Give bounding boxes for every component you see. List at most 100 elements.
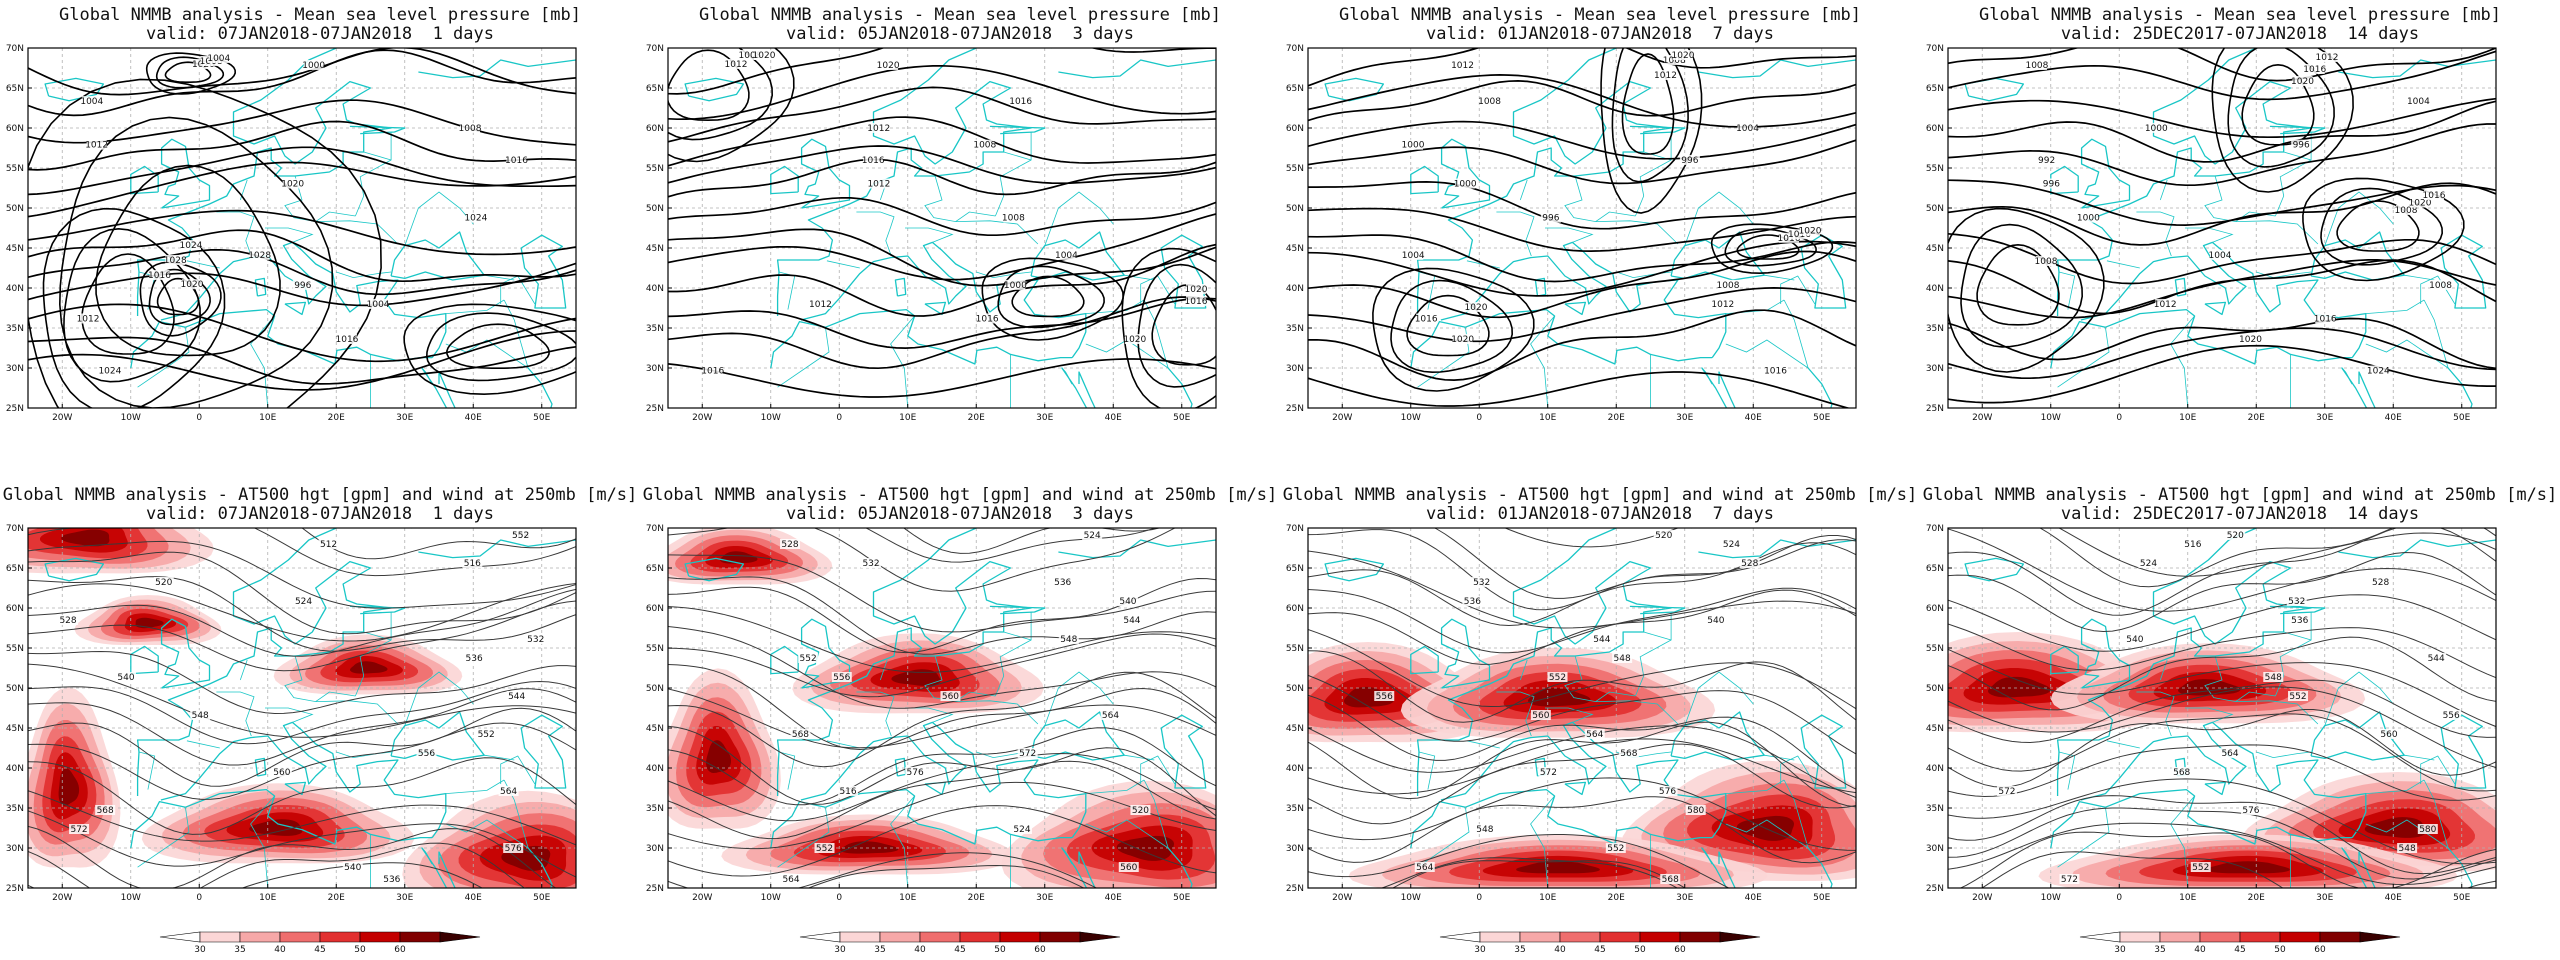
isoline-value: 1016 xyxy=(148,271,171,281)
longitude-tick-label: 20W xyxy=(692,413,712,423)
isobar xyxy=(28,48,576,96)
isoline-label-bg xyxy=(165,255,186,265)
isobar xyxy=(668,86,1216,143)
border xyxy=(2170,315,2195,408)
isoline-label-bg xyxy=(2036,256,2056,266)
isoline-value: 1004 xyxy=(80,97,103,107)
coastline xyxy=(2050,645,2079,675)
coastline xyxy=(2338,539,2496,559)
height-contour xyxy=(28,842,526,888)
height-contour xyxy=(1308,796,1856,864)
isoline-value: 532 xyxy=(862,559,879,569)
height-contour xyxy=(668,725,1216,817)
coastline xyxy=(1670,231,1765,281)
latitude-tick-label: 65N xyxy=(646,84,664,94)
isobar xyxy=(28,330,576,391)
isoline-label-bg xyxy=(503,843,524,853)
border xyxy=(2235,220,2319,245)
height-contour xyxy=(1981,851,2496,888)
isoline-label-bg xyxy=(977,313,998,324)
isobar xyxy=(28,209,576,256)
isoline-label-bg xyxy=(2138,558,2159,568)
height-contour xyxy=(301,528,576,560)
border xyxy=(1725,339,1809,369)
coastline xyxy=(776,48,1052,316)
isoline-label-bg xyxy=(2171,767,2192,777)
colorbar-tick-label: 35 xyxy=(2154,945,2165,955)
isoline-value: 540 xyxy=(1119,597,1136,607)
isobar xyxy=(668,116,1216,167)
border xyxy=(445,819,529,849)
latitude-tick-label: 65N xyxy=(646,564,664,574)
isoline-label-bg xyxy=(1737,122,1758,133)
colorbar-tick-label: 50 xyxy=(354,945,366,955)
border xyxy=(404,671,474,726)
height-contour xyxy=(28,588,576,657)
coastline xyxy=(349,605,406,615)
isobar xyxy=(1308,309,1856,381)
latitude-tick-label: 55N xyxy=(1286,644,1304,654)
isobar xyxy=(668,296,1216,370)
isoline-value: 1016 xyxy=(2303,65,2326,75)
map-layers: 1000 1004 1008 1012 1016 1020 1024 1028 996 1004 1… xyxy=(28,48,576,408)
border xyxy=(826,260,860,269)
border xyxy=(1595,220,1679,245)
longitude-tick-label: 40E xyxy=(2385,893,2402,903)
isobar xyxy=(668,297,1216,349)
coastline xyxy=(527,847,576,888)
latitude-tick-label: 55N xyxy=(1286,164,1304,174)
isoline-value: 572 xyxy=(70,825,87,835)
isoline-value: 1000 xyxy=(1454,179,1477,189)
height-contour xyxy=(865,528,1157,563)
colorbar-swatch xyxy=(359,931,401,943)
panel-valid-dates: valid: 05JAN2018-07JAN2018 3 days xyxy=(786,504,1134,524)
isolines xyxy=(28,528,576,888)
coastline xyxy=(527,367,576,408)
isoline-value: 1008 xyxy=(1717,281,1740,291)
isoline-label-bg xyxy=(303,60,324,70)
height-contour xyxy=(1308,650,1856,723)
map-plot: 520 516 524 528 532 536 540 544 548 552 556 560 564 5… xyxy=(1926,524,2497,903)
panel-valid-dates: valid: 25DEC2017-07JAN2018 14 days xyxy=(2060,24,2420,44)
border xyxy=(856,211,895,257)
latitude-tick-label: 50N xyxy=(646,204,664,214)
isolines xyxy=(1308,528,1856,888)
height-contour xyxy=(1948,807,2496,880)
coastline xyxy=(924,301,947,316)
isoline-label-bg xyxy=(342,862,363,872)
isobar xyxy=(1948,344,2496,404)
isoline-value: 1020 xyxy=(2239,335,2262,345)
height-contour xyxy=(1308,743,1856,825)
isoline-label-bg xyxy=(1416,313,1437,324)
closed-isobar xyxy=(58,116,334,408)
latitude-tick-label: 40N xyxy=(1286,284,1304,294)
isoline-value: 1016 xyxy=(1788,230,1811,240)
isoline-label-bg xyxy=(2417,824,2438,834)
longitude-tick-label: 50E xyxy=(1173,893,1190,903)
border xyxy=(2058,751,2076,790)
height-contour xyxy=(1308,694,1856,790)
isoline-value: 520 xyxy=(2227,531,2244,541)
latitude-tick-label: 25N xyxy=(646,884,664,894)
longitude-tick-label: 20W xyxy=(52,893,72,903)
height-contour xyxy=(668,760,1216,840)
closed-isobar xyxy=(1390,279,1514,374)
longitude-tick-label: 10E xyxy=(899,413,916,423)
panel-title: Global NMMB analysis - Mean sea level pr… xyxy=(59,5,581,25)
panel-valid-dates: valid: 01JAN2018-07JAN2018 7 days xyxy=(1426,24,1774,44)
height-contour xyxy=(1948,709,2496,788)
closed-isobar xyxy=(2211,48,2354,193)
map-layers: 524 528 532 536 540 544 548 552 556 560 564 568 572 5… xyxy=(668,528,1216,888)
border xyxy=(2057,807,2110,868)
longitude-tick-label: 30E xyxy=(2316,893,2333,903)
isoline-label-bg xyxy=(868,178,889,189)
isoline-value: 540 xyxy=(117,673,134,683)
isoline-value: 1016 xyxy=(1185,297,1208,307)
longitude-tick-label: 50E xyxy=(2453,893,2470,903)
height-contour xyxy=(28,707,576,787)
isoline-value: 540 xyxy=(344,863,361,873)
isoline-label-bg xyxy=(940,691,961,701)
border xyxy=(1635,132,1672,217)
height-contour xyxy=(28,650,576,715)
isoline-label-bg xyxy=(86,139,107,150)
